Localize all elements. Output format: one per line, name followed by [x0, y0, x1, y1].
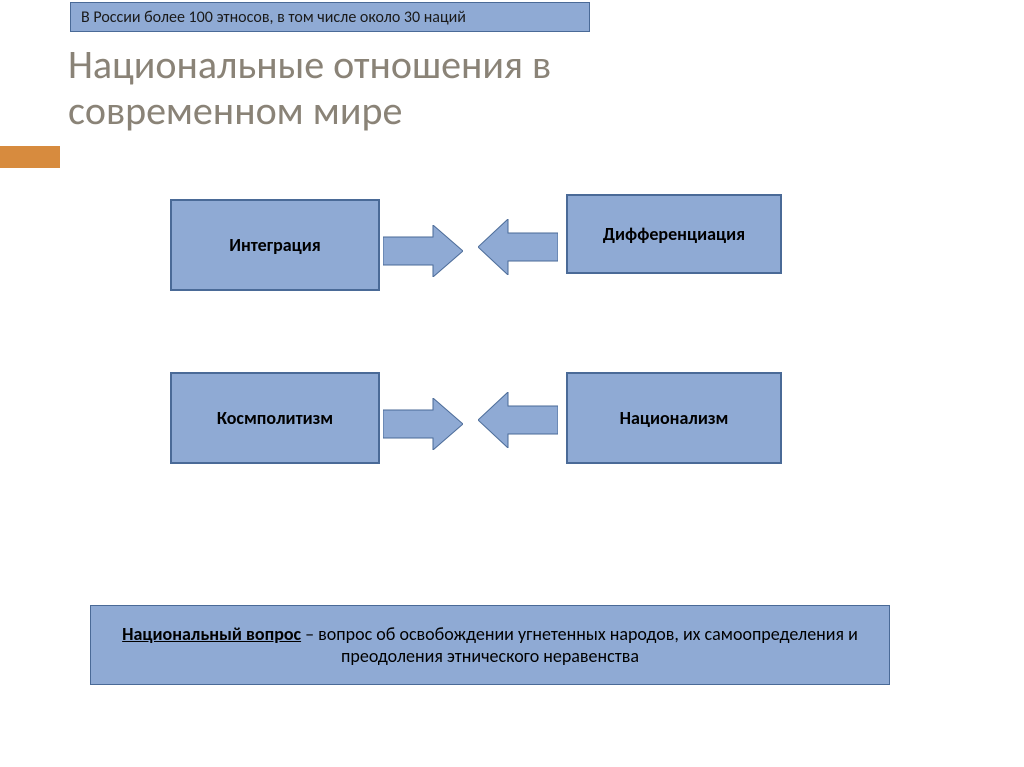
definition-term: Национальный вопрос — [122, 623, 301, 645]
box-differentiation-label: Дифференциация — [603, 223, 745, 245]
box-cosmopolitism-label: Космполитизм — [217, 407, 333, 429]
box-integration: Интеграция — [170, 199, 380, 291]
title-line-1: Национальные отношения в — [68, 42, 551, 88]
definition-text: Национальный вопрос – вопрос об освобожд… — [115, 623, 865, 667]
definition-rest: – вопрос об освобождении угнетенных наро… — [301, 623, 858, 667]
arrow-left-icon — [478, 219, 558, 275]
box-nationalism: Национализм — [566, 372, 782, 464]
title-line-2: современном мире — [68, 88, 551, 134]
accent-bar — [0, 146, 60, 168]
arrow-right-icon — [383, 398, 463, 450]
slide-title: Национальные отношения в современном мир… — [68, 42, 551, 134]
box-cosmopolitism: Космполитизм — [170, 372, 380, 464]
arrow-left-icon — [478, 392, 558, 448]
top-banner: В России более 100 этносов, в том числе … — [70, 2, 590, 32]
arrow-right-icon — [383, 225, 463, 277]
definition-box: Национальный вопрос – вопрос об освобожд… — [90, 605, 890, 685]
box-integration-label: Интеграция — [229, 234, 321, 256]
top-banner-text: В России более 100 этносов, в том числе … — [81, 8, 466, 27]
box-differentiation: Дифференциация — [566, 194, 782, 274]
box-nationalism-label: Национализм — [620, 407, 729, 429]
